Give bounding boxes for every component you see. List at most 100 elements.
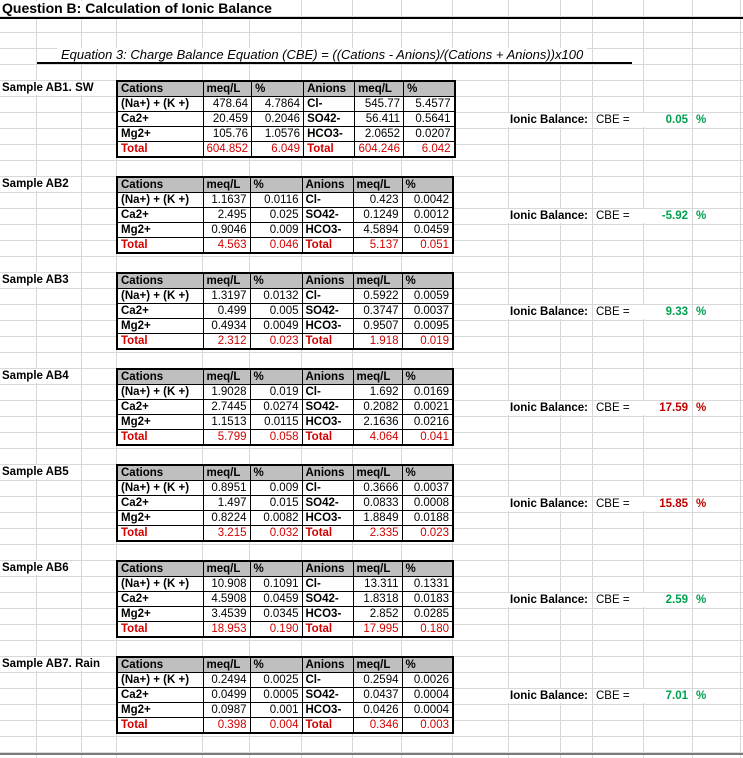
column-header[interactable]: meq/L [352, 176, 403, 193]
column-header[interactable]: Anions [301, 368, 354, 385]
anion-name-cell[interactable]: HCO3- [301, 222, 354, 238]
cation-name-cell[interactable]: Ca2+ [116, 111, 204, 127]
total-label-cell[interactable]: Total [116, 429, 204, 446]
anion-name-cell[interactable]: Cl- [303, 96, 356, 112]
anion-name-cell[interactable]: Cl- [301, 480, 354, 496]
cation-name-cell[interactable]: Mg2+ [116, 414, 204, 430]
cation-meq-cell[interactable]: 1.1513 [202, 414, 251, 430]
total-cation-meq-cell[interactable]: 5.799 [202, 429, 251, 446]
total-label-cell[interactable]: Total [301, 429, 354, 446]
total-label-cell[interactable]: Total [116, 717, 204, 734]
column-header[interactable]: meq/L [202, 464, 251, 481]
cation-meq-cell[interactable]: 0.8224 [202, 510, 251, 526]
anion-name-cell[interactable]: Cl- [301, 192, 354, 208]
column-header[interactable]: % [249, 368, 303, 385]
cation-meq-cell[interactable]: 1.497 [202, 495, 251, 511]
anion-meq-cell[interactable]: 4.5894 [352, 222, 403, 238]
cation-pct-cell[interactable]: 0.009 [249, 480, 303, 496]
cation-pct-cell[interactable]: 0.015 [249, 495, 303, 511]
cation-name-cell[interactable]: Mg2+ [116, 318, 204, 334]
sample-label[interactable]: Sample AB4 [2, 369, 75, 383]
cation-pct-cell[interactable]: 0.005 [249, 303, 303, 319]
anion-name-cell[interactable]: SO42- [301, 399, 354, 415]
anion-name-cell[interactable]: HCO3- [301, 318, 354, 334]
total-cation-pct-cell[interactable]: 0.004 [249, 717, 303, 734]
total-label-cell[interactable]: Total [116, 333, 204, 350]
column-header[interactable]: meq/L [352, 272, 403, 289]
sample-label[interactable]: Sample AB2 [2, 177, 75, 191]
total-cation-pct-cell[interactable]: 0.032 [249, 525, 303, 542]
column-header[interactable]: Cations [116, 272, 204, 289]
column-header[interactable]: Anions [301, 560, 354, 577]
cation-pct-cell[interactable]: 0.0115 [249, 414, 303, 430]
cation-pct-cell[interactable]: 0.1091 [249, 576, 303, 592]
column-header[interactable]: % [249, 176, 303, 193]
anion-name-cell[interactable]: HCO3- [301, 606, 354, 622]
anion-meq-cell[interactable]: 0.9507 [352, 318, 403, 334]
anion-pct-cell[interactable]: 0.0095 [401, 318, 454, 334]
total-label-cell[interactable]: Total [301, 525, 354, 542]
total-cation-meq-cell[interactable]: 0.398 [202, 717, 251, 734]
cbe-value[interactable]: -5.92 [641, 209, 688, 223]
column-header[interactable]: % [401, 176, 454, 193]
cation-pct-cell[interactable]: 0.0345 [249, 606, 303, 622]
cation-name-cell[interactable]: (Na+) + (K +) [116, 576, 204, 592]
total-cation-meq-cell[interactable]: 604.852 [202, 141, 253, 158]
anion-meq-cell[interactable]: 0.3747 [352, 303, 403, 319]
sample-label[interactable]: Sample AB6 [2, 561, 75, 575]
total-label-cell[interactable]: Total [116, 237, 204, 254]
cation-name-cell[interactable]: (Na+) + (K +) [116, 192, 204, 208]
cation-pct-cell[interactable]: 4.7864 [251, 96, 305, 112]
cation-pct-cell[interactable]: 0.0005 [249, 687, 303, 703]
total-label-cell[interactable]: Total [301, 621, 354, 638]
cation-meq-cell[interactable]: 2.495 [202, 207, 251, 223]
column-header[interactable]: Cations [116, 368, 204, 385]
anion-name-cell[interactable]: SO42- [303, 111, 356, 127]
cation-meq-cell[interactable]: 20.459 [202, 111, 253, 127]
cation-pct-cell[interactable]: 0.0116 [249, 192, 303, 208]
cation-name-cell[interactable]: (Na+) + (K +) [116, 672, 204, 688]
cation-pct-cell[interactable]: 0.0132 [249, 288, 303, 304]
anion-name-cell[interactable]: Cl- [301, 384, 354, 400]
total-cation-pct-cell[interactable]: 0.190 [249, 621, 303, 638]
column-header[interactable]: meq/L [354, 80, 405, 97]
cation-meq-cell[interactable]: 105.76 [202, 126, 253, 142]
cation-meq-cell[interactable]: 2.7445 [202, 399, 251, 415]
cbe-value[interactable]: 17.59 [641, 401, 688, 415]
anion-pct-cell[interactable]: 0.0004 [401, 687, 454, 703]
anion-name-cell[interactable]: HCO3- [303, 126, 356, 142]
total-cation-meq-cell[interactable]: 18.953 [202, 621, 251, 638]
total-anion-meq-cell[interactable]: 604.246 [354, 141, 405, 158]
anion-meq-cell[interactable]: 13.311 [352, 576, 403, 592]
total-label-cell[interactable]: Total [301, 237, 354, 254]
anion-pct-cell[interactable]: 0.0207 [403, 126, 456, 142]
cation-meq-cell[interactable]: 1.1637 [202, 192, 251, 208]
column-header[interactable]: Anions [301, 176, 354, 193]
anion-pct-cell[interactable]: 0.0169 [401, 384, 454, 400]
anion-meq-cell[interactable]: 0.0426 [352, 702, 403, 718]
anion-pct-cell[interactable]: 0.0188 [401, 510, 454, 526]
total-anion-meq-cell[interactable]: 1.918 [352, 333, 403, 350]
total-anion-pct-cell[interactable]: 0.051 [401, 237, 454, 254]
anion-name-cell[interactable]: Cl- [301, 288, 354, 304]
cbe-value[interactable]: 9.33 [641, 305, 688, 319]
column-header[interactable]: meq/L [352, 368, 403, 385]
anion-meq-cell[interactable]: 2.1636 [352, 414, 403, 430]
cation-name-cell[interactable]: Mg2+ [116, 702, 204, 718]
cation-name-cell[interactable]: Ca2+ [116, 303, 204, 319]
anion-pct-cell[interactable]: 0.0004 [401, 702, 454, 718]
anion-meq-cell[interactable]: 0.423 [352, 192, 403, 208]
anion-meq-cell[interactable]: 2.0652 [354, 126, 405, 142]
column-header[interactable]: meq/L [202, 176, 251, 193]
cation-pct-cell[interactable]: 0.001 [249, 702, 303, 718]
column-header[interactable]: % [249, 656, 303, 673]
total-cation-pct-cell[interactable]: 6.049 [251, 141, 305, 158]
column-header[interactable]: meq/L [202, 368, 251, 385]
column-header[interactable]: meq/L [202, 560, 251, 577]
cation-name-cell[interactable]: Mg2+ [116, 126, 204, 142]
cation-pct-cell[interactable]: 0.009 [249, 222, 303, 238]
anion-name-cell[interactable]: HCO3- [301, 702, 354, 718]
equation-text[interactable]: Equation 3: Charge Balance Equation (CBE… [57, 48, 588, 62]
cation-meq-cell[interactable]: 0.0499 [202, 687, 251, 703]
column-header[interactable]: Cations [116, 80, 204, 97]
